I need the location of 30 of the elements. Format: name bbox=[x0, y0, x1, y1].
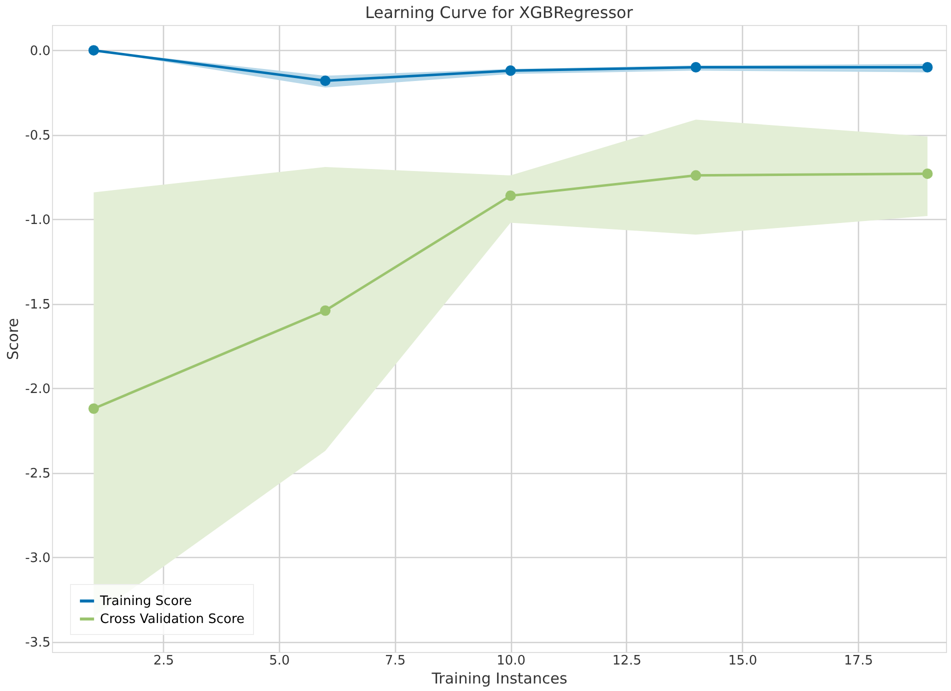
x-tick-label: 7.5 bbox=[384, 654, 406, 668]
x-tick-label: 12.5 bbox=[612, 654, 642, 668]
point bbox=[88, 403, 99, 414]
y-tick-label: -2.0 bbox=[25, 382, 50, 397]
point bbox=[922, 168, 933, 179]
x-tick-label: 10.0 bbox=[496, 654, 526, 668]
point bbox=[922, 62, 933, 72]
y-axis-title: Score bbox=[4, 318, 22, 360]
x-axis-title: Training Instances bbox=[430, 670, 568, 688]
point bbox=[690, 170, 702, 181]
point bbox=[320, 76, 331, 86]
point bbox=[505, 190, 516, 201]
y-tick-label: -1.0 bbox=[25, 212, 50, 228]
x-tick-label: 5.0 bbox=[269, 654, 290, 668]
y-tick-label: -3.0 bbox=[25, 550, 50, 566]
y-tick-label: -0.5 bbox=[25, 128, 50, 144]
y-tick-label: -3.5 bbox=[25, 635, 50, 650]
y-tick-label: -2.5 bbox=[25, 466, 50, 482]
x-tick-label: 2.5 bbox=[153, 654, 174, 668]
point bbox=[320, 305, 331, 316]
point bbox=[505, 65, 516, 76]
legend-label: Training Score bbox=[99, 594, 192, 609]
y-tick-label: 0.0 bbox=[30, 44, 50, 59]
x-tick-label: 15.0 bbox=[728, 654, 758, 668]
point bbox=[690, 62, 702, 72]
chart-title: Learning Curve for XGBRegressor bbox=[365, 3, 634, 22]
y-tick-label: -1.5 bbox=[25, 297, 50, 312]
x-tick-label: 17.5 bbox=[844, 654, 873, 668]
legend-label: Cross Validation Score bbox=[100, 612, 245, 627]
point bbox=[88, 45, 99, 56]
